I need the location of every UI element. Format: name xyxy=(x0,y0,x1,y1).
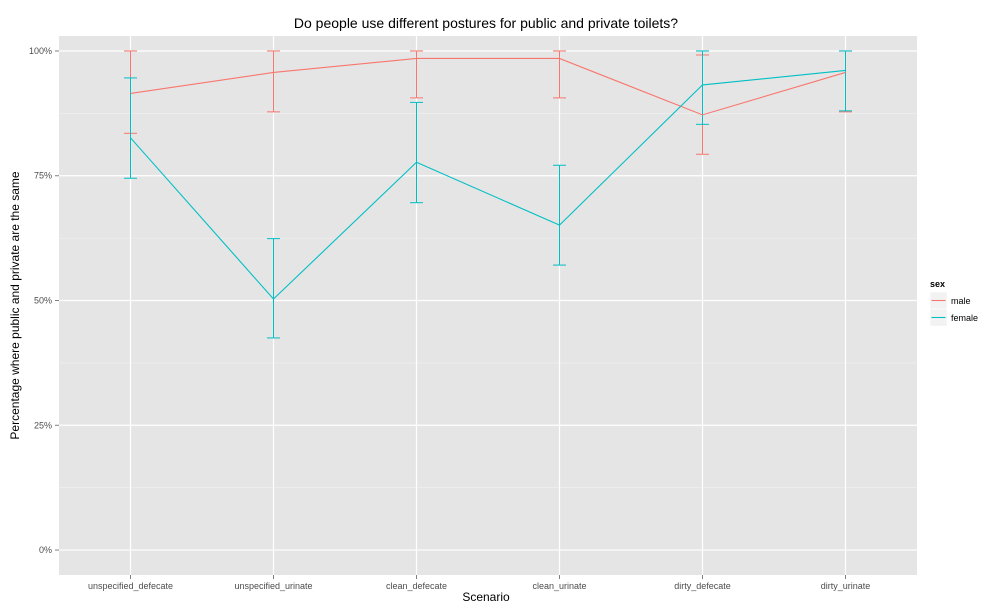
x-tick-label: clean_urinate xyxy=(532,581,586,591)
x-tick-label: dirty_defecate xyxy=(674,581,731,591)
x-tick-label: unspecified_defecate xyxy=(88,581,173,591)
series-line-female xyxy=(130,69,846,300)
x-axis-title: Scenario xyxy=(462,590,510,604)
y-tick-label: 25% xyxy=(34,420,52,430)
x-axis-ticks: unspecified_defecate unspecified_urinate c… xyxy=(88,575,870,591)
chart-title: Do people use different postures for pub… xyxy=(294,15,678,31)
series-line-male xyxy=(130,57,846,116)
y-tick-label: 0% xyxy=(39,545,52,555)
legend-label-male: male xyxy=(951,296,971,306)
y-axis-title: Percentage where public and private are … xyxy=(8,171,22,439)
plot-panel xyxy=(59,36,917,575)
y-tick-label: 100% xyxy=(29,46,52,56)
series-lines xyxy=(130,57,846,300)
legend-label-female: female xyxy=(951,313,978,323)
x-tick-label: clean_defecate xyxy=(386,581,447,591)
legend-title: sex xyxy=(930,279,945,289)
y-tick-label: 50% xyxy=(34,296,52,306)
y-axis-ticks: 0% 25% 50% 75% 100% xyxy=(29,46,59,555)
legend: sex male female xyxy=(929,279,978,327)
error-bars xyxy=(124,50,852,339)
y-tick-label: 75% xyxy=(34,171,52,181)
x-tick-label: unspecified_urinate xyxy=(234,581,312,591)
x-tick-label: dirty_urinate xyxy=(821,581,871,591)
